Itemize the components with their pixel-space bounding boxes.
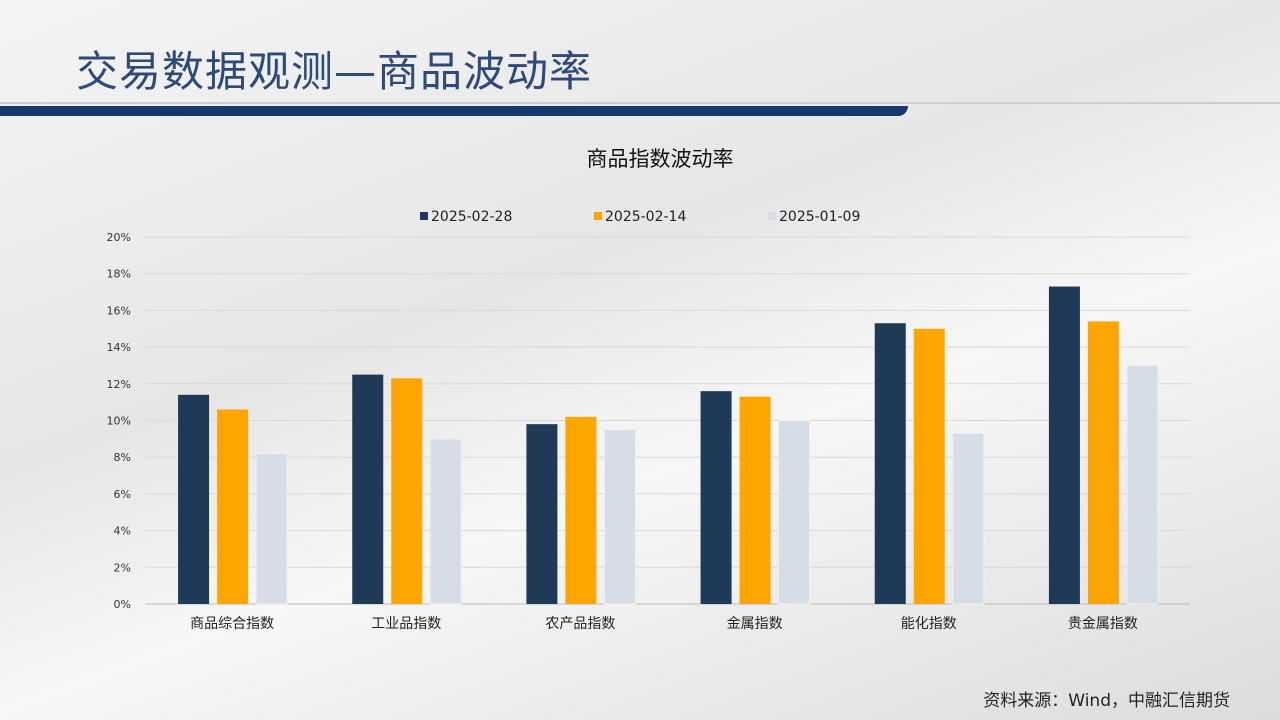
bar-3 bbox=[429, 438, 462, 605]
bar-2 bbox=[565, 416, 597, 604]
legend-label: 2025-01-09 bbox=[779, 209, 860, 225]
x-tick-label: 农产品指数 bbox=[545, 616, 615, 632]
bar-2 bbox=[391, 378, 423, 604]
bar-2 bbox=[217, 409, 249, 604]
bar-2 bbox=[739, 396, 771, 604]
y-tick-label: 12% bbox=[107, 378, 131, 391]
y-tick-label: 16% bbox=[107, 304, 131, 317]
y-tick-label: 6% bbox=[114, 488, 131, 501]
x-tick-label: 商品综合指数 bbox=[190, 616, 274, 632]
legend-label: 2025-02-14 bbox=[605, 209, 686, 225]
x-tick-label: 能化指数 bbox=[901, 616, 957, 632]
legend-label: 2025-02-28 bbox=[431, 209, 512, 225]
y-tick-label: 10% bbox=[107, 415, 131, 428]
y-tick-label: 8% bbox=[114, 451, 131, 464]
header-band bbox=[0, 106, 908, 116]
x-tick-label: 金属指数 bbox=[727, 616, 783, 632]
y-tick-label: 18% bbox=[107, 268, 131, 281]
bar-3 bbox=[778, 420, 811, 605]
bar-1 bbox=[874, 323, 906, 604]
bar-2 bbox=[913, 328, 945, 604]
header-divider bbox=[0, 102, 1280, 104]
chart-title: 商品指数波动率 bbox=[587, 147, 734, 171]
bar-1 bbox=[526, 424, 558, 604]
bar-3 bbox=[952, 432, 985, 605]
bar-1 bbox=[700, 391, 732, 604]
bar-3 bbox=[1126, 364, 1159, 605]
y-tick-label: 0% bbox=[114, 598, 131, 611]
bar-2 bbox=[1087, 321, 1119, 604]
bar-3 bbox=[603, 429, 636, 605]
y-tick-label: 4% bbox=[114, 525, 131, 538]
legend-swatch bbox=[594, 212, 602, 220]
bar-1 bbox=[1048, 286, 1080, 604]
legend-swatch bbox=[420, 212, 428, 220]
bar-3 bbox=[255, 453, 288, 605]
y-tick-label: 14% bbox=[107, 341, 131, 354]
y-tick-label: 20% bbox=[107, 231, 131, 244]
x-tick-label: 工业品指数 bbox=[371, 616, 441, 632]
bar-1 bbox=[352, 374, 384, 604]
source-note: 资料来源：Wind，中融汇信期货 bbox=[983, 691, 1230, 711]
page-title: 交易数据观测—商品波动率 bbox=[76, 47, 593, 96]
legend-swatch bbox=[768, 212, 776, 220]
x-tick-label: 贵金属指数 bbox=[1068, 616, 1138, 632]
bar-1 bbox=[178, 394, 210, 604]
y-tick-label: 2% bbox=[114, 561, 131, 574]
